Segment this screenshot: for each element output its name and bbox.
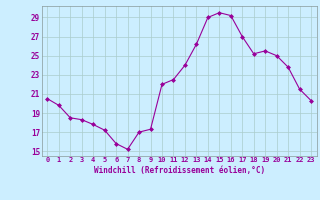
X-axis label: Windchill (Refroidissement éolien,°C): Windchill (Refroidissement éolien,°C) [94, 166, 265, 175]
